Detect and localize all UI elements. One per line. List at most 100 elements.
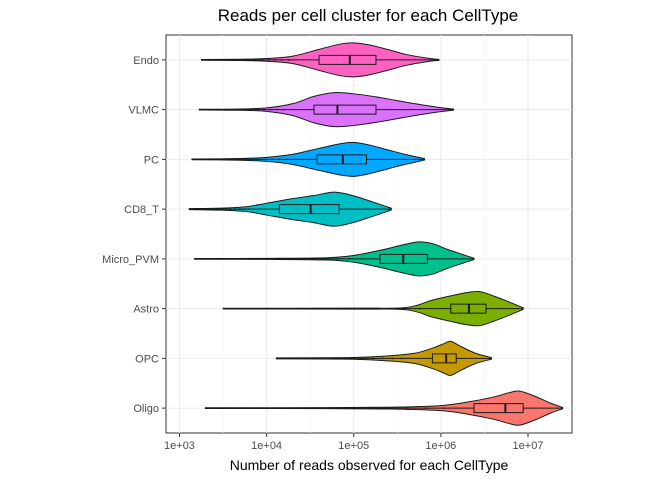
outlier-point	[241, 407, 244, 410]
outlier-point	[230, 108, 233, 111]
outlier-point	[256, 108, 259, 111]
outlier-point	[312, 257, 315, 260]
outlier-point	[250, 108, 253, 111]
outlier-point	[200, 58, 203, 61]
outlier-point	[224, 108, 227, 111]
outlier-point	[324, 257, 327, 260]
y-tick-label: Endo	[133, 55, 159, 67]
outlier-point	[343, 357, 345, 360]
violin-shape	[188, 191, 392, 227]
outlier-point	[283, 307, 285, 310]
outlier-point	[260, 58, 263, 61]
violin-shape	[199, 92, 455, 128]
outlier-point	[387, 407, 390, 410]
outlier-point	[296, 407, 299, 410]
outlier-point	[314, 407, 317, 410]
outlier-point	[207, 58, 210, 61]
violin-micro-pvm	[193, 241, 475, 277]
outlier-point	[348, 257, 351, 260]
outlier-point	[234, 158, 237, 161]
violin-endo	[200, 42, 440, 78]
outlier-point	[256, 158, 259, 161]
x-axis-title: Number of reads observed for each CellTy…	[230, 457, 509, 473]
outlier-point	[214, 58, 216, 61]
outlier-point	[227, 58, 230, 61]
outlier-point	[389, 307, 391, 310]
iqr-box	[431, 353, 457, 364]
outlier-point	[218, 108, 220, 111]
outlier-point	[229, 208, 232, 211]
x-tick-label: 1e+07	[513, 440, 544, 452]
outlier-point	[285, 357, 288, 360]
outlier-point	[247, 208, 250, 211]
outlier-point	[222, 307, 225, 310]
outlier-point	[204, 407, 207, 410]
outlier-point	[225, 208, 227, 211]
outlier-point	[351, 407, 353, 410]
outlier-point	[274, 58, 277, 61]
outlier-point	[267, 58, 270, 61]
outlier-point	[211, 208, 214, 211]
outlier-point	[238, 208, 241, 211]
chart-title: Reads per cell cluster for each CellType	[218, 6, 518, 25]
y-tick-label: Oligo	[133, 403, 159, 415]
outlier-point	[263, 158, 266, 161]
violin-oligo	[204, 390, 564, 426]
outlier-points	[200, 58, 290, 61]
outlier-point	[202, 208, 205, 211]
violin-shape	[201, 42, 440, 78]
violin-opc	[275, 340, 492, 376]
outlier-point	[227, 158, 230, 161]
outlier-point	[287, 58, 290, 61]
y-tick-label: PC	[144, 154, 159, 166]
outlier-point	[198, 108, 201, 111]
outlier-point	[252, 307, 255, 310]
violin-cd8-t	[188, 191, 392, 227]
outlier-points	[204, 407, 445, 410]
outlier-point	[205, 158, 208, 161]
outlier-point	[276, 108, 278, 111]
x-tick-label: 1e+04	[251, 440, 282, 452]
outlier-point	[241, 257, 244, 260]
outlier-point	[205, 257, 208, 260]
outlier-point	[313, 307, 316, 310]
outlier-point	[215, 208, 218, 211]
outlier-point	[332, 407, 335, 410]
outlier-point	[352, 357, 355, 360]
outlier-point	[234, 58, 237, 61]
outlier-point	[336, 257, 339, 260]
outlier-point	[442, 407, 445, 410]
outlier-point	[269, 108, 272, 111]
outlier-points	[191, 158, 288, 161]
outlier-point	[213, 158, 215, 161]
outlier-point	[249, 158, 252, 161]
outlier-point	[243, 108, 246, 111]
outlier-point	[282, 108, 285, 111]
plot-panel	[165, 34, 573, 434]
outlier-point	[381, 357, 384, 360]
outlier-point	[277, 407, 280, 410]
outlier-point	[298, 307, 301, 310]
outlier-point	[237, 108, 240, 111]
outlier-point	[304, 357, 307, 360]
outlier-point	[300, 257, 303, 260]
outlier-point	[358, 307, 361, 310]
outlier-point	[294, 357, 297, 360]
outlier-point	[280, 58, 283, 61]
outlier-points	[198, 108, 285, 111]
y-tick-label: CD8_T	[124, 204, 159, 216]
outlier-point	[220, 58, 223, 61]
outlier-point	[217, 257, 220, 260]
outlier-point	[362, 357, 365, 360]
outlier-point	[343, 307, 346, 310]
outlier-point	[401, 357, 403, 360]
x-tick-label: 1e+06	[425, 440, 456, 452]
iqr-box	[473, 403, 524, 414]
y-axis: Endo VLMC PC CD8_T Micro_PVM Astro OPC Oligo	[102, 55, 166, 415]
outlier-points	[188, 208, 250, 211]
outlier-point	[220, 208, 223, 211]
outlier-point	[424, 407, 427, 410]
outlier-point	[271, 158, 274, 161]
violin-pc	[191, 141, 426, 177]
